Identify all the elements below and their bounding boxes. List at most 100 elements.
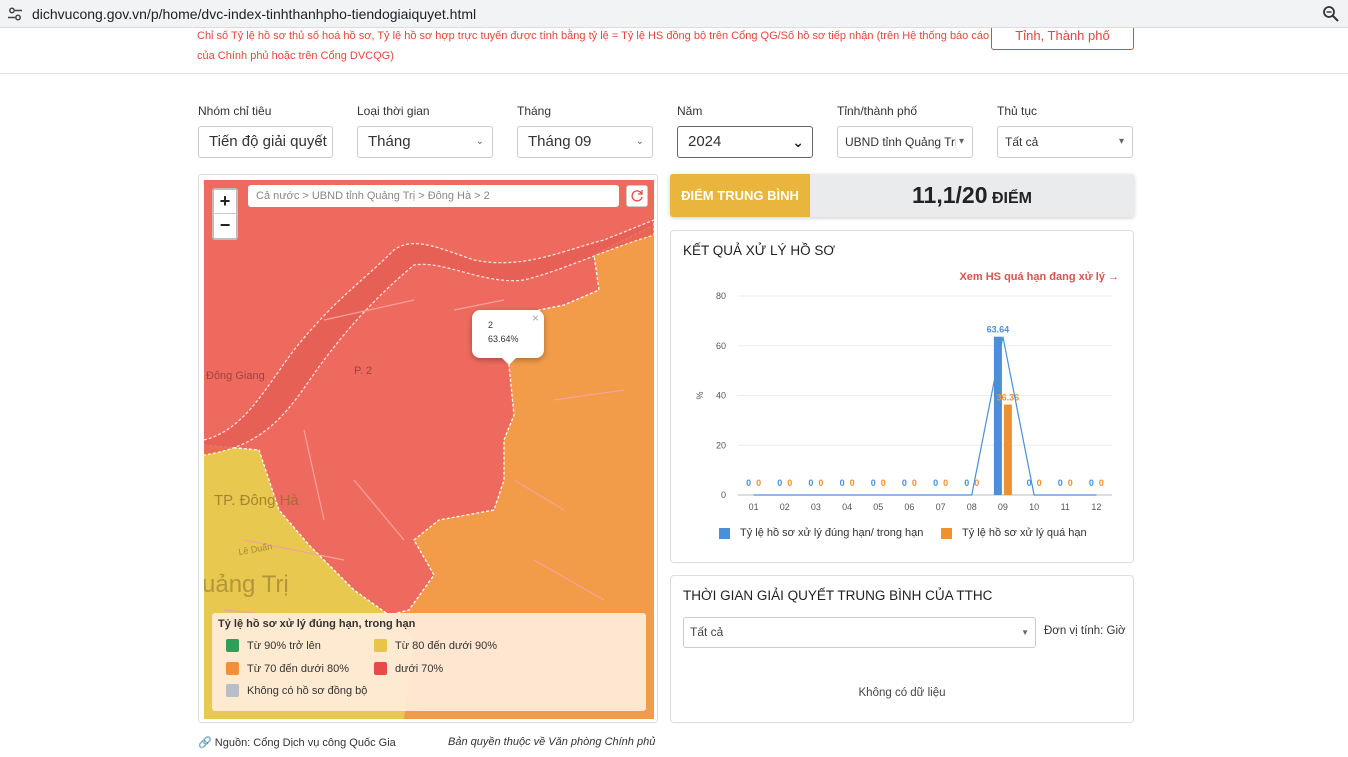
map-label-tp-dong-ha: TP. Đông Hà [214, 492, 299, 509]
close-icon[interactable]: × [531, 311, 539, 325]
province-select[interactable]: UBND tỉnh Quảng Trị ▾ [837, 126, 973, 158]
data-label: 0 [902, 478, 907, 488]
map-label-quang-tri: uảng Trị [204, 571, 289, 598]
y-tick-label: 60 [716, 341, 726, 351]
site-settings-icon[interactable] [7, 6, 23, 22]
select-value: 2024 [688, 133, 722, 150]
data-label: 0 [1089, 478, 1094, 488]
data-label: 0 [1037, 478, 1042, 488]
chevron-down-icon: ⌄ [475, 136, 484, 147]
results-chart-panel: KẾT QUẢ XỬ LÝ HỒ SƠ Xem HS quá hạn đang … [670, 230, 1134, 563]
legend-swatch-green [226, 639, 239, 652]
select-value: Tháng 09 [528, 133, 592, 150]
procedure-select[interactable]: Tất cả ▾ [997, 126, 1133, 158]
x-tick-label: 03 [811, 502, 821, 512]
legend-swatch-gray [226, 684, 239, 697]
legend-swatch-orange [941, 527, 952, 539]
zoom-out-button[interactable]: − [219, 215, 231, 235]
select-value: Tất cả [690, 625, 724, 639]
map-canvas[interactable]: Đông Giang P. 2 TP. Đông Hà uảng Trị Lê … [204, 180, 654, 719]
footer-source[interactable]: 🔗 Nguồn: Cổng Dịch vụ công Quốc Gia [198, 736, 396, 749]
data-label: 0 [1027, 478, 1032, 488]
y-tick-label: 20 [716, 440, 726, 450]
chevron-down-icon: ⌄ [792, 134, 804, 150]
legend-item: Từ 70 đến dưới 80% [226, 662, 349, 675]
x-tick-label: 04 [842, 502, 852, 512]
data-label: 0 [756, 478, 761, 488]
bar-overdue [1003, 404, 1012, 495]
processing-time-panel: THỜI GIAN GIẢI QUYẾT TRUNG BÌNH CỦA TTHC… [670, 575, 1134, 723]
x-tick-label: 08 [967, 502, 977, 512]
data-label: 0 [787, 478, 792, 488]
x-tick-label: 05 [873, 502, 883, 512]
x-tick-label: 07 [936, 502, 946, 512]
filter-label: Năm [677, 104, 703, 118]
filter-label: Nhóm chỉ tiêu [198, 104, 272, 118]
chevron-down-icon: ⌄ [635, 136, 644, 147]
legend-swatch-yellow [374, 639, 387, 652]
filter-label: Thủ tục [997, 104, 1038, 118]
legend-label: Từ 80 đến dưới 90% [395, 639, 498, 652]
year-select[interactable]: 2024 ⌄ [677, 126, 813, 158]
url-text[interactable]: dichvucong.gov.vn/p/home/dvc-index-tinht… [32, 6, 477, 22]
data-label: 63.64 [987, 325, 1010, 335]
filter-indicator-group: Nhóm chỉ tiêu Tiến độ giải quyết ⌄ [198, 104, 333, 158]
map-legend: Tỷ lệ hồ sơ xử lý đúng hạn, trong hạn Từ… [212, 613, 646, 711]
series-line [753, 336, 1097, 496]
map-refresh-button[interactable] [626, 185, 648, 207]
time-type-select[interactable]: Tháng ⌄ [357, 126, 493, 158]
unit-label: Đơn vị tính: Giờ [1044, 625, 1126, 637]
popup-tip [502, 358, 516, 365]
province-button[interactable]: Tỉnh, Thành phố [991, 28, 1134, 50]
x-tick-label: 06 [904, 502, 914, 512]
average-score-value: 11,1/20 [912, 182, 988, 208]
footer-copyright: Bản quyền thuộc về Văn phòng Chính phủ [448, 736, 656, 748]
data-label: 0 [1058, 478, 1063, 488]
map-breadcrumb[interactable]: Cả nước > UBND tỉnh Quảng Trị > Đông Hà … [248, 185, 619, 207]
filter-label: Tháng [517, 104, 552, 118]
legend-item: Từ 80 đến dưới 90% [374, 639, 497, 652]
legend-swatch-orange [226, 662, 239, 675]
chevron-down-icon: ⌄ [315, 136, 324, 147]
map-panel: Đông Giang P. 2 TP. Đông Hà uảng Trị Lê … [198, 174, 658, 723]
filter-province: Tỉnh/thành phố UBND tỉnh Quảng Trị ▾ [837, 104, 973, 158]
chart-legend-item-overdue[interactable]: Tỷ lệ hồ sơ xử lý quá hạn [941, 527, 1087, 539]
caret-down-icon: ▼ [1021, 628, 1029, 637]
y-axis-label: % [695, 391, 705, 399]
zoom-in-button[interactable]: + [214, 190, 236, 214]
zoom-icon[interactable] [1322, 5, 1340, 23]
average-score-bar: ĐIỂM TRUNG BÌNH 11,1/20 ĐIỂM [670, 174, 1134, 217]
select-value: UBND tỉnh Quảng Trị [845, 135, 958, 149]
legend-title: Tỷ lệ hồ sơ xử lý đúng hạn, trong hạn [218, 618, 416, 630]
map-zoom-control: + − [212, 188, 238, 240]
data-label: 0 [808, 478, 813, 488]
procedure-time-select[interactable]: Tất cả ▼ [683, 617, 1036, 648]
data-label: 0 [850, 478, 855, 488]
legend-swatch-blue [719, 527, 730, 539]
filter-label: Tỉnh/thành phố [837, 104, 918, 118]
district-border [204, 224, 654, 616]
legend-label: Từ 70 đến dưới 80% [247, 662, 350, 675]
legend-label: Từ 90% trở lên [247, 639, 321, 652]
average-score-unit: ĐIỂM [991, 190, 1032, 207]
x-tick-label: 10 [1029, 502, 1039, 512]
legend-item: dưới 70% [374, 662, 443, 675]
overdue-link[interactable]: Xem HS quá hạn đang xử lý → [959, 271, 1119, 283]
map-label-dong-giang: Đông Giang [206, 370, 265, 382]
data-label: 0 [881, 478, 886, 488]
select-value: Tháng [368, 133, 411, 150]
average-score-value-box: 11,1/20 ĐIỂM [810, 174, 1134, 217]
y-tick-label: 80 [716, 291, 726, 301]
refresh-icon [631, 190, 643, 202]
caret-down-icon: ▾ [1118, 136, 1124, 147]
results-chart-title: KẾT QUẢ XỬ LÝ HỒ SƠ [683, 243, 835, 258]
x-tick-label: 02 [780, 502, 790, 512]
month-select[interactable]: Tháng 09 ⌄ [517, 126, 653, 158]
data-label: 0 [912, 478, 917, 488]
chart-legend-item-ontime[interactable]: Tỷ lệ hồ sơ xử lý đúng hạn/ trong hạn [719, 527, 923, 539]
popup-value: 63.64% [488, 334, 519, 344]
y-tick-label: 0 [721, 490, 726, 500]
browser-url-bar[interactable]: dichvucong.gov.vn/p/home/dvc-index-tinht… [0, 0, 1348, 28]
indicator-group-select[interactable]: Tiến độ giải quyết ⌄ [198, 126, 333, 158]
